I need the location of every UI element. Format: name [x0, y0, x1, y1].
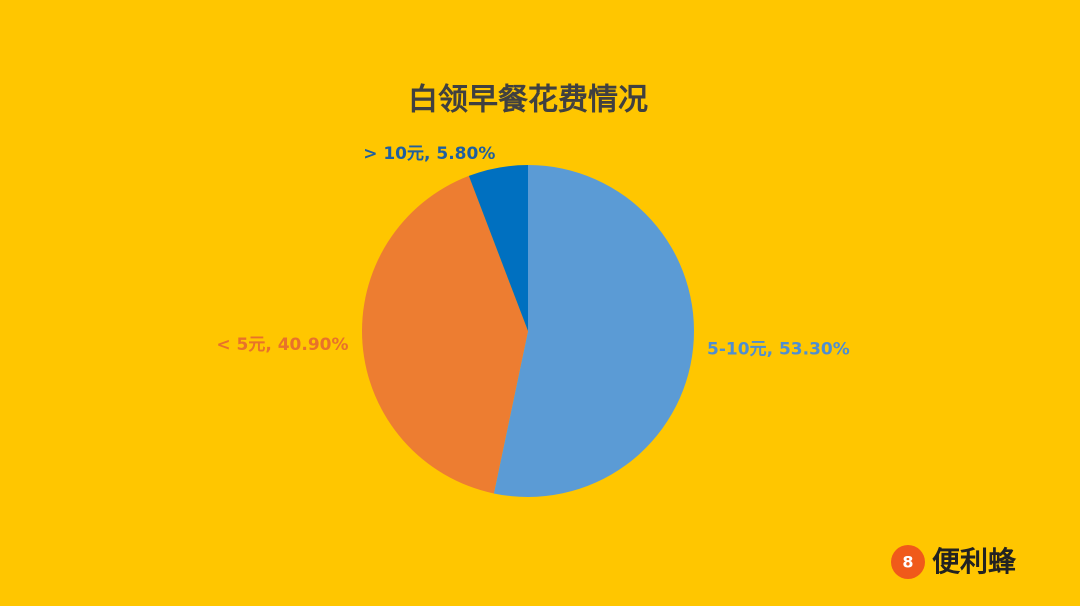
pie-slice	[468, 165, 528, 331]
data-label: < 5元, 40.90%	[216, 335, 348, 355]
data-label: > 10元, 5.80%	[363, 144, 495, 164]
pie-slice	[362, 175, 528, 494]
logo-icon	[891, 545, 925, 579]
data-label: 5-10元, 53.30%	[707, 340, 850, 360]
watermark-logo: 8 便利蜂	[891, 545, 1017, 579]
logo-icon-mark: 8	[902, 553, 913, 572]
chart-title: 白领早餐花费情况	[408, 83, 648, 118]
watermark: 便利蜂	[932, 545, 1017, 578]
pie-slice	[493, 165, 695, 498]
